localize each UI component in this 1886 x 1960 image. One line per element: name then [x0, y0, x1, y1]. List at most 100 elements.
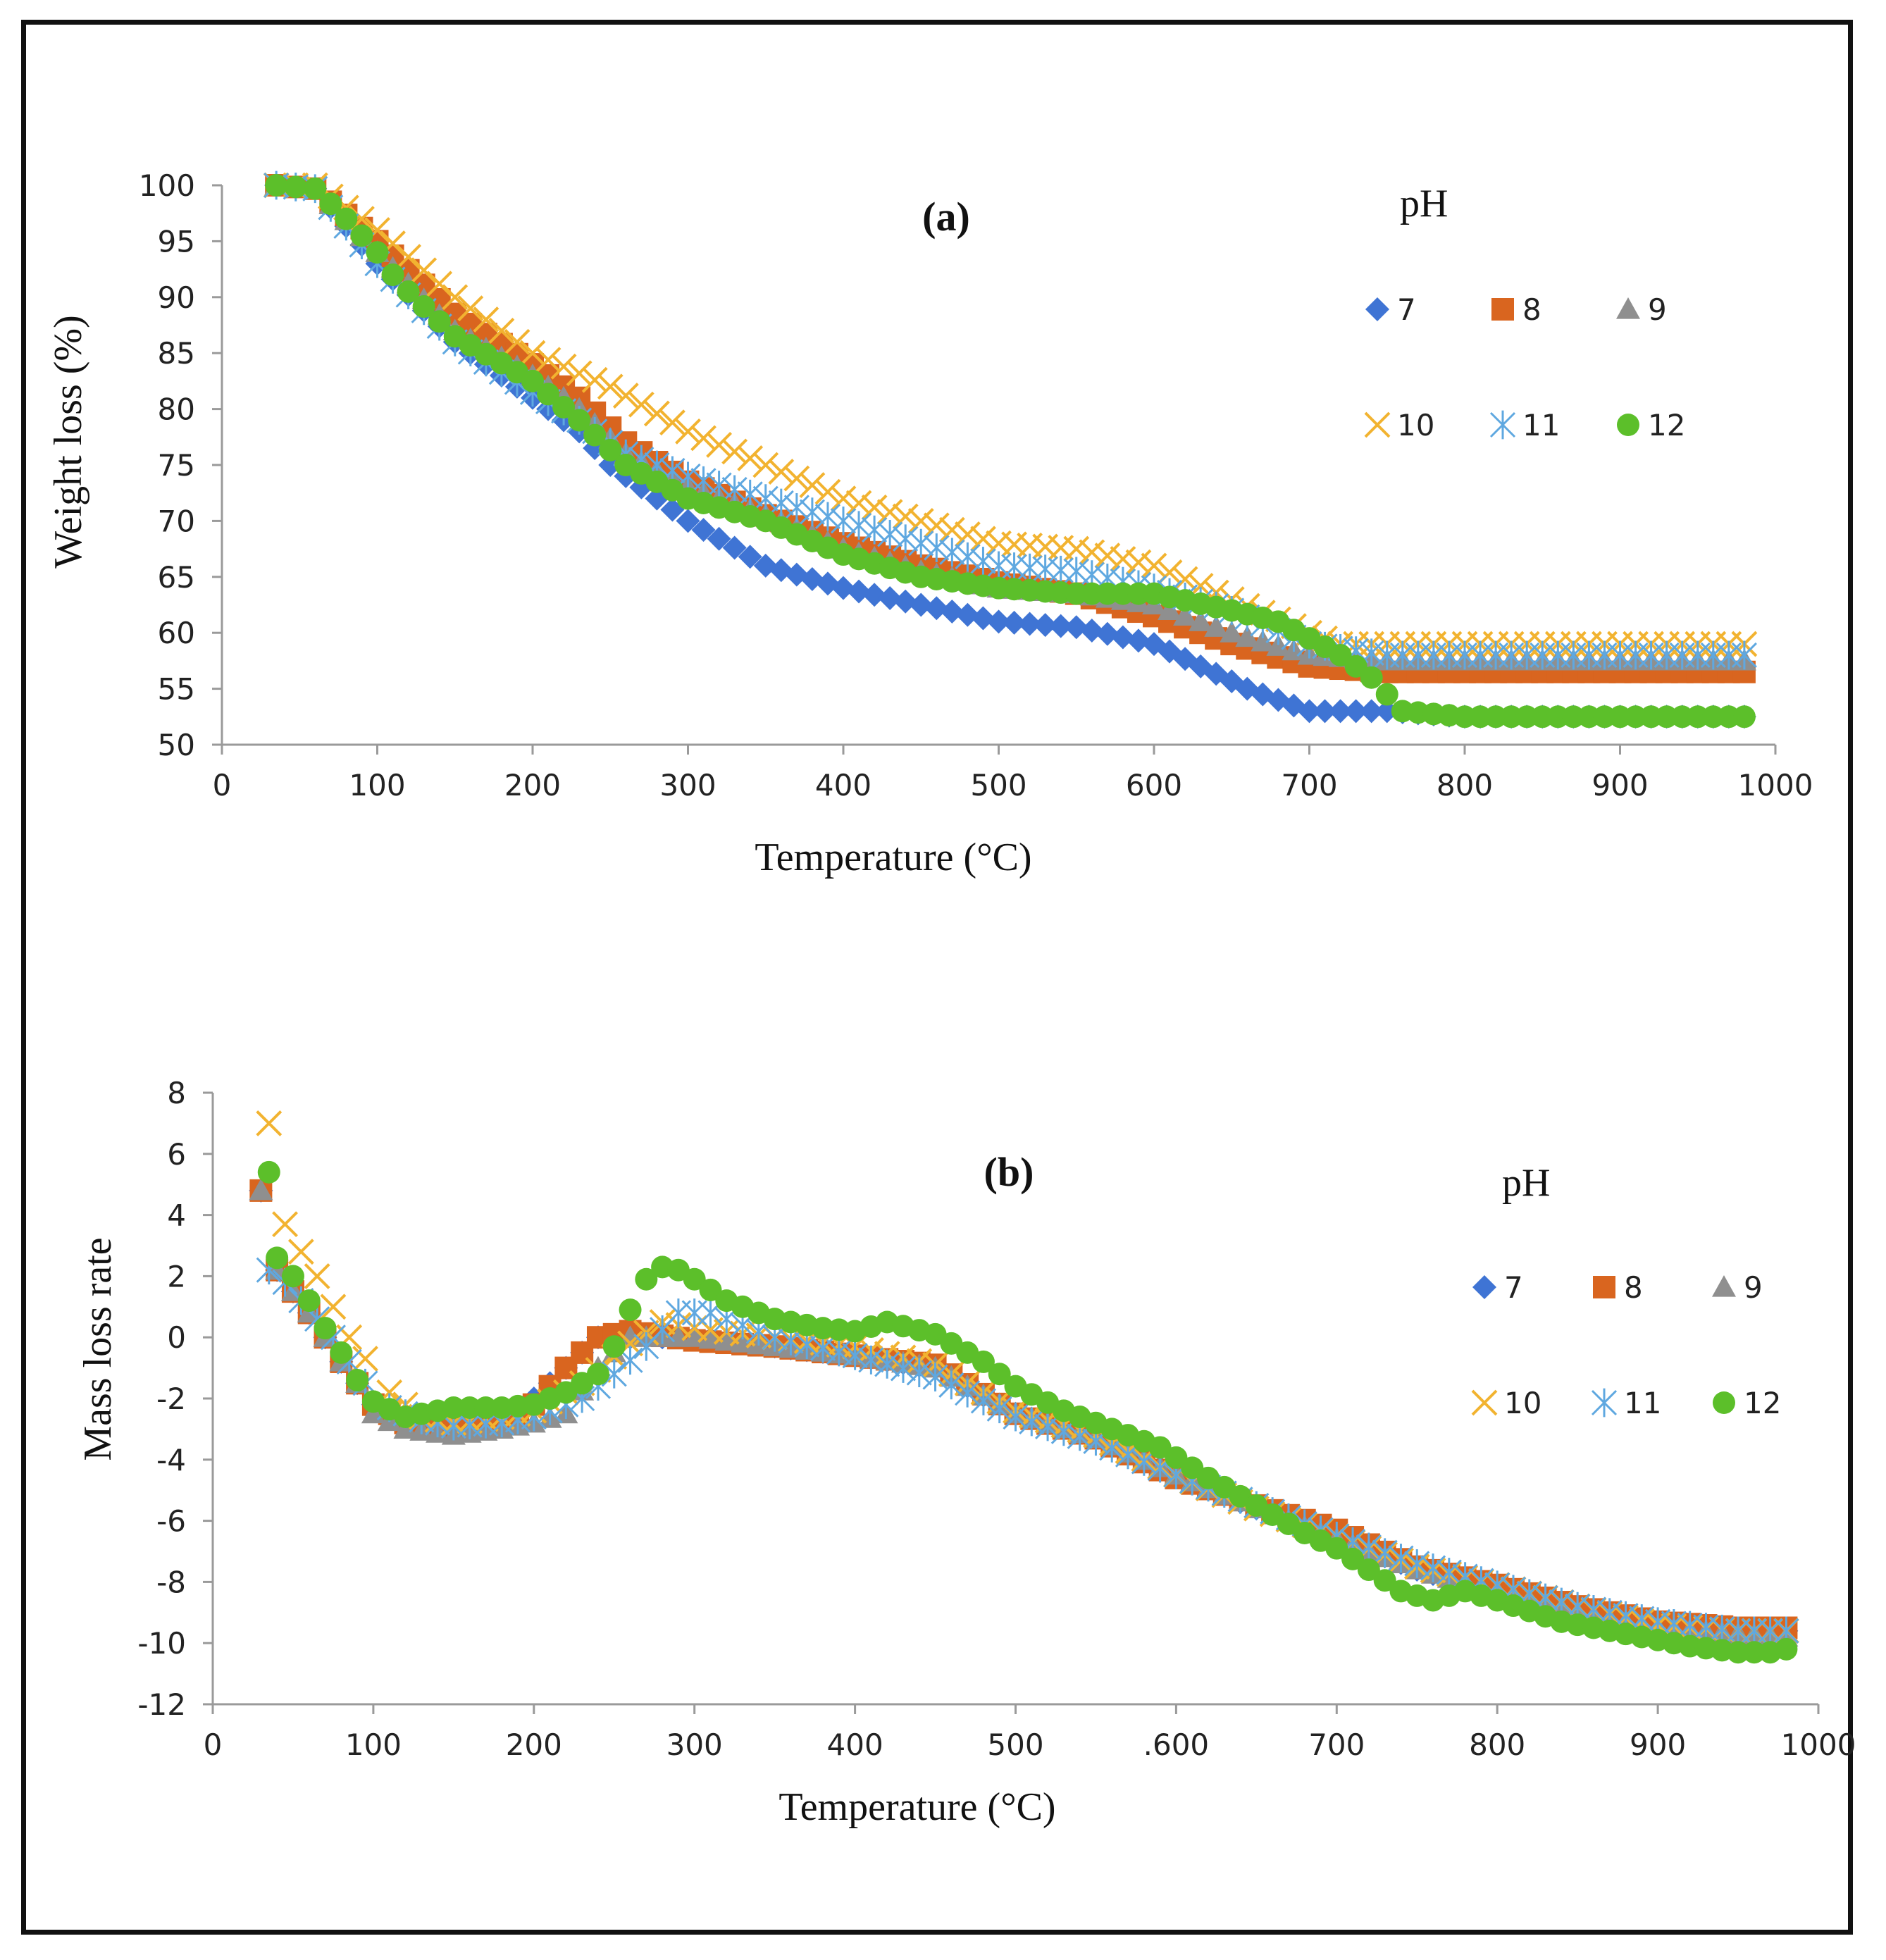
chart-a-x-axis-title: Temperature (°C)	[755, 836, 1031, 879]
data-point	[504, 328, 531, 355]
data-point	[683, 1267, 706, 1291]
data-point	[320, 1294, 347, 1320]
data-point	[1360, 666, 1383, 689]
data-point	[988, 1363, 1011, 1386]
data-point	[304, 177, 327, 200]
data-point	[1080, 582, 1103, 605]
x-cross-icon	[1364, 411, 1391, 438]
data-point	[1110, 625, 1135, 650]
chart-b-y-tick-label: 6	[167, 1137, 186, 1172]
data-point	[1251, 629, 1275, 652]
data-point	[319, 192, 342, 216]
data-point	[1404, 1549, 1430, 1578]
data-point	[1110, 545, 1136, 572]
chart-a-x-ticks: 0 100 200 300 400 500 600 700 800 900 1000	[213, 745, 1813, 802]
chart-a-y-tick-label: 75	[158, 448, 195, 483]
legend-label: 9	[1744, 1270, 1763, 1305]
data-point	[1094, 542, 1121, 569]
data-point	[862, 515, 888, 545]
chart-a-y-tick-label: 55	[158, 672, 195, 707]
data-point	[893, 524, 919, 554]
data-point	[1357, 1558, 1380, 1582]
data-point	[938, 1370, 964, 1400]
data-point	[619, 1298, 642, 1322]
data-point	[1375, 683, 1398, 706]
data-point	[537, 383, 560, 406]
legend-label: 8	[1522, 292, 1541, 327]
chart-b-x-tick-label: .600	[1143, 1728, 1210, 1762]
chart-a-x-tick-label: 100	[349, 768, 405, 802]
data-point	[1220, 621, 1244, 643]
data-point	[752, 452, 779, 478]
data-point	[381, 263, 404, 287]
data-point	[814, 502, 841, 531]
data-point	[906, 1358, 932, 1387]
data-point	[783, 492, 809, 522]
data-point	[612, 383, 639, 409]
chart-panel-a: 0 100 200 300 400 500 600 700 800 900 1000 50 55 60 6…	[46, 168, 1813, 879]
data-point	[799, 497, 825, 527]
chart-a-x-tick-label: 600	[1126, 768, 1182, 802]
data-point	[1297, 699, 1322, 724]
data-point	[1065, 582, 1088, 605]
data-point	[955, 542, 981, 571]
data-point	[752, 484, 778, 514]
data-point	[1701, 705, 1725, 728]
data-point	[1328, 699, 1353, 724]
diamond-icon	[1365, 297, 1389, 321]
data-point	[1420, 1553, 1446, 1582]
data-point	[970, 547, 996, 576]
chart-b-x-tick-label: 100	[345, 1728, 402, 1762]
data-point	[893, 589, 918, 614]
data-point	[1002, 610, 1026, 635]
chart-b-y-tick-label: -10	[137, 1626, 186, 1661]
data-point	[737, 445, 764, 471]
data-point	[1019, 1407, 1045, 1437]
data-point	[599, 438, 622, 461]
data-point	[1515, 705, 1539, 728]
data-point	[1373, 1569, 1396, 1592]
chart-b-y-tick-label: 4	[167, 1198, 186, 1233]
data-point	[1079, 619, 1104, 643]
data-point	[1035, 1412, 1061, 1441]
chart-b-legend-title: pH	[1502, 1161, 1550, 1205]
chart-a-y-tick-label: 70	[158, 504, 195, 538]
data-point	[257, 1160, 280, 1184]
data-point	[1063, 557, 1089, 586]
data-point	[1141, 552, 1167, 579]
data-point	[924, 596, 949, 621]
chart-a-y-tick-label: 80	[158, 392, 195, 427]
chart-a-x-tick-label: 0	[213, 768, 232, 802]
chart-b-x-tick-label: 800	[1469, 1728, 1525, 1762]
chart-a-y-tick-label: 60	[158, 616, 195, 650]
legend-label: 12	[1744, 1386, 1781, 1420]
data-point	[1189, 609, 1213, 631]
data-point	[521, 369, 544, 392]
data-point	[458, 1396, 481, 1420]
data-point	[799, 472, 826, 498]
data-point	[395, 244, 422, 271]
data-point	[1484, 705, 1508, 728]
data-point	[568, 409, 591, 432]
data-point	[830, 485, 857, 512]
chart-a-y-tick-label: 95	[158, 224, 195, 259]
data-point	[690, 466, 716, 495]
data-point	[1388, 1544, 1414, 1573]
data-point	[691, 518, 716, 542]
chart-a-x-tick-label: 200	[504, 768, 561, 802]
data-point	[768, 488, 794, 518]
data-point	[1670, 705, 1694, 728]
data-point	[892, 503, 919, 530]
chart-b-y-tick-label: -6	[156, 1504, 186, 1539]
data-point	[955, 1378, 981, 1408]
data-point	[783, 465, 810, 492]
data-point	[350, 224, 373, 247]
data-point	[635, 1267, 658, 1291]
data-point	[488, 318, 515, 344]
data-point	[707, 526, 731, 551]
data-point	[586, 1363, 609, 1386]
data-point	[862, 583, 887, 607]
data-point	[847, 579, 871, 604]
data-point	[601, 1359, 627, 1389]
data-point	[768, 459, 795, 485]
